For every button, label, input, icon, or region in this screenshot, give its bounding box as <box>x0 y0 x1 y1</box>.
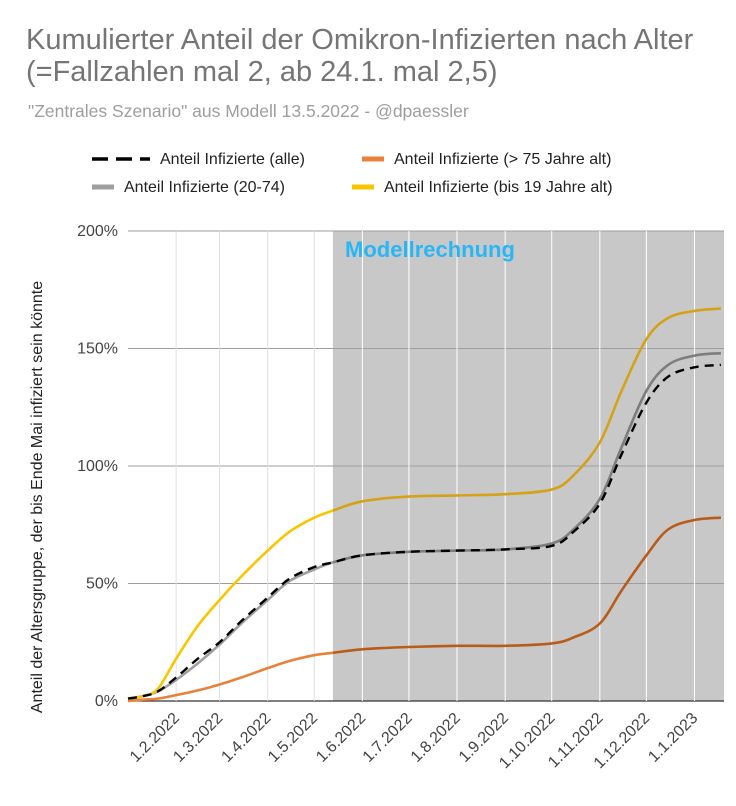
legend-label: Anteil Infizierte (alle) <box>160 151 305 168</box>
series-3-line <box>127 509 333 700</box>
legend-label: Anteil Infizierte (20-74) <box>124 179 285 196</box>
series-1-line-model <box>332 516 722 655</box>
y-axis-title: Anteil der Altersgruppe, der bis Ende Ma… <box>29 281 46 713</box>
y-tick-label: 100% <box>77 458 118 475</box>
y-tick-label: 50% <box>86 576 118 593</box>
y-tick-label: 200% <box>77 223 118 240</box>
y-tick-label: 150% <box>77 341 118 358</box>
x-tick-label: 1.8.2022 <box>408 710 464 766</box>
x-tick-label: 1.7.2022 <box>360 710 416 766</box>
y-tick-label: 0% <box>95 693 118 710</box>
x-tick-label: 1.5.2022 <box>265 710 321 766</box>
series-3-line-model <box>332 307 721 512</box>
legend-label: Anteil Infizierte (bis 19 Jahre alt) <box>384 179 613 196</box>
series-0-line <box>127 363 722 700</box>
x-tick-label: 1.6.2022 <box>313 710 369 766</box>
chart-title: Kumulierter Anteil der Omikron-Infiziert… <box>26 24 694 88</box>
series-2-line-model <box>332 351 722 564</box>
plot-area: 0%50%100%150%200%1.2.20221.3.20221.4.202… <box>77 223 724 772</box>
chart-subtitle: "Zentrales Szenario" aus Modell 13.5.202… <box>28 101 469 121</box>
legend-label: Anteil Infizierte (> 75 Jahre alt) <box>394 151 611 168</box>
series-1-line <box>127 651 333 703</box>
series-2-line <box>127 561 333 700</box>
model-region-label: Modellrechnung <box>345 237 515 262</box>
legend: Anteil Infizierte (alle) Anteil Infiziert… <box>92 151 613 196</box>
x-tick-label: 1.4.2022 <box>218 710 274 766</box>
x-tick-label: 1.1.2023 <box>645 710 701 766</box>
